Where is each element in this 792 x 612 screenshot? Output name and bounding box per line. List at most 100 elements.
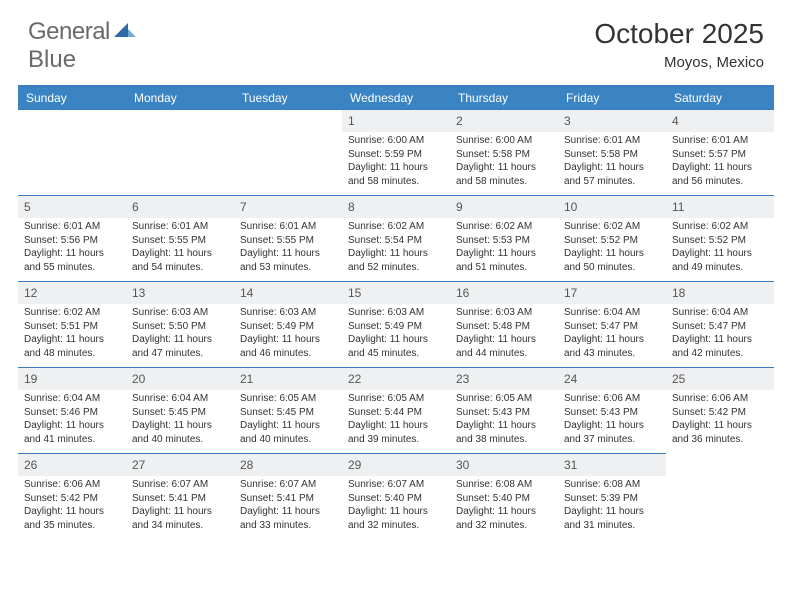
day-cell: 1Sunrise: 6:00 AMSunset: 5:59 PMDaylight… — [342, 109, 450, 195]
sunset-value: 5:53 PM — [493, 235, 530, 246]
sunrise-value: 6:04 AM — [711, 307, 748, 318]
day-info: Sunrise: 6:05 AMSunset: 5:44 PMDaylight:… — [346, 392, 446, 446]
day-number-bar: 24 — [558, 368, 666, 390]
sunrise-value: 6:03 AM — [495, 307, 532, 318]
sunrise-value: 6:01 AM — [63, 221, 100, 232]
day-cell: 12Sunrise: 6:02 AMSunset: 5:51 PMDayligh… — [18, 281, 126, 367]
daylight-label: Daylight: — [348, 248, 387, 259]
daylight-label: Daylight: — [132, 420, 171, 431]
day-number-bar: 22 — [342, 368, 450, 390]
sunset-label: Sunset: — [348, 149, 382, 160]
day-number: 18 — [672, 286, 685, 300]
day-number-bar: 15 — [342, 282, 450, 304]
daylight-label: Daylight: — [132, 334, 171, 345]
sunrise-value: 6:02 AM — [603, 221, 640, 232]
sunrise-value: 6:05 AM — [387, 393, 424, 404]
day-number-bar: 9 — [450, 196, 558, 218]
sunrise-label: Sunrise: — [240, 307, 277, 318]
weekday-header: Sunday — [18, 87, 126, 109]
sunrise-value: 6:04 AM — [171, 393, 208, 404]
sunset-label: Sunset: — [240, 321, 274, 332]
day-number: 14 — [240, 286, 253, 300]
day-number: 17 — [564, 286, 577, 300]
sunrise-label: Sunrise: — [672, 393, 709, 404]
sunset-label: Sunset: — [132, 407, 166, 418]
sunrise-value: 6:06 AM — [63, 479, 100, 490]
daylight-label: Daylight: — [672, 162, 711, 173]
day-info: Sunrise: 6:04 AMSunset: 5:47 PMDaylight:… — [670, 306, 770, 360]
sunrise-label: Sunrise: — [24, 479, 61, 490]
day-cell: 6Sunrise: 6:01 AMSunset: 5:55 PMDaylight… — [126, 195, 234, 281]
sunrise-label: Sunrise: — [132, 393, 169, 404]
day-cell: 22Sunrise: 6:05 AMSunset: 5:44 PMDayligh… — [342, 367, 450, 453]
daylight-label: Daylight: — [456, 248, 495, 259]
sunset-label: Sunset: — [132, 321, 166, 332]
daylight-label: Daylight: — [132, 248, 171, 259]
sunrise-label: Sunrise: — [348, 479, 385, 490]
sunset-value: 5:45 PM — [277, 407, 314, 418]
sunrise-label: Sunrise: — [456, 393, 493, 404]
sunrise-value: 6:08 AM — [603, 479, 640, 490]
daylight-label: Daylight: — [456, 420, 495, 431]
day-number-bar: 1 — [342, 110, 450, 132]
daylight-label: Daylight: — [672, 334, 711, 345]
daylight-label: Daylight: — [564, 420, 603, 431]
day-number: 1 — [348, 114, 355, 128]
day-info: Sunrise: 6:02 AMSunset: 5:51 PMDaylight:… — [22, 306, 122, 360]
sunrise-label: Sunrise: — [456, 221, 493, 232]
day-info: Sunrise: 6:07 AMSunset: 5:40 PMDaylight:… — [346, 478, 446, 532]
sunset-value: 5:52 PM — [709, 235, 746, 246]
day-number-bar: 4 — [666, 110, 774, 132]
sunset-label: Sunset: — [240, 493, 274, 504]
sunset-value: 5:51 PM — [61, 321, 98, 332]
day-cell: 2Sunrise: 6:00 AMSunset: 5:58 PMDaylight… — [450, 109, 558, 195]
day-number-bar: 25 — [666, 368, 774, 390]
sunset-value: 5:50 PM — [169, 321, 206, 332]
day-info: Sunrise: 6:01 AMSunset: 5:57 PMDaylight:… — [670, 134, 770, 188]
day-number-bar: 17 — [558, 282, 666, 304]
sunset-label: Sunset: — [348, 493, 382, 504]
weekday-header: Monday — [126, 87, 234, 109]
day-number: 24 — [564, 372, 577, 386]
sunrise-label: Sunrise: — [24, 393, 61, 404]
daylight-label: Daylight: — [24, 420, 63, 431]
day-info: Sunrise: 6:03 AMSunset: 5:49 PMDaylight:… — [238, 306, 338, 360]
sunset-label: Sunset: — [672, 149, 706, 160]
day-cell: 3Sunrise: 6:01 AMSunset: 5:58 PMDaylight… — [558, 109, 666, 195]
day-number: 3 — [564, 114, 571, 128]
empty-cell — [126, 109, 234, 195]
daylight-label: Daylight: — [24, 506, 63, 517]
sunset-label: Sunset: — [456, 407, 490, 418]
sunrise-label: Sunrise: — [456, 307, 493, 318]
daylight-label: Daylight: — [564, 334, 603, 345]
sunset-value: 5:55 PM — [169, 235, 206, 246]
sunset-value: 5:55 PM — [277, 235, 314, 246]
empty-cell — [18, 109, 126, 195]
day-info: Sunrise: 6:01 AMSunset: 5:56 PMDaylight:… — [22, 220, 122, 274]
day-number: 10 — [564, 200, 577, 214]
daylight-label: Daylight: — [672, 248, 711, 259]
sunset-label: Sunset: — [456, 321, 490, 332]
sunset-label: Sunset: — [240, 235, 274, 246]
day-number: 6 — [132, 200, 139, 214]
sunset-label: Sunset: — [456, 235, 490, 246]
day-number: 27 — [132, 458, 145, 472]
sunset-label: Sunset: — [348, 235, 382, 246]
sunset-value: 5:42 PM — [61, 493, 98, 504]
day-number-bar: 20 — [126, 368, 234, 390]
sunrise-value: 6:02 AM — [63, 307, 100, 318]
sunrise-label: Sunrise: — [672, 307, 709, 318]
day-cell: 27Sunrise: 6:07 AMSunset: 5:41 PMDayligh… — [126, 453, 234, 539]
day-cell: 4Sunrise: 6:01 AMSunset: 5:57 PMDaylight… — [666, 109, 774, 195]
sunset-label: Sunset: — [564, 321, 598, 332]
sunrise-label: Sunrise: — [564, 135, 601, 146]
day-number: 12 — [24, 286, 37, 300]
day-number-bar: 16 — [450, 282, 558, 304]
day-info: Sunrise: 6:04 AMSunset: 5:45 PMDaylight:… — [130, 392, 230, 446]
day-info: Sunrise: 6:05 AMSunset: 5:45 PMDaylight:… — [238, 392, 338, 446]
day-cell: 21Sunrise: 6:05 AMSunset: 5:45 PMDayligh… — [234, 367, 342, 453]
day-number: 8 — [348, 200, 355, 214]
calendar: SundayMondayTuesdayWednesdayThursdayFrid… — [18, 85, 774, 539]
sunset-label: Sunset: — [24, 321, 58, 332]
sunrise-label: Sunrise: — [564, 479, 601, 490]
